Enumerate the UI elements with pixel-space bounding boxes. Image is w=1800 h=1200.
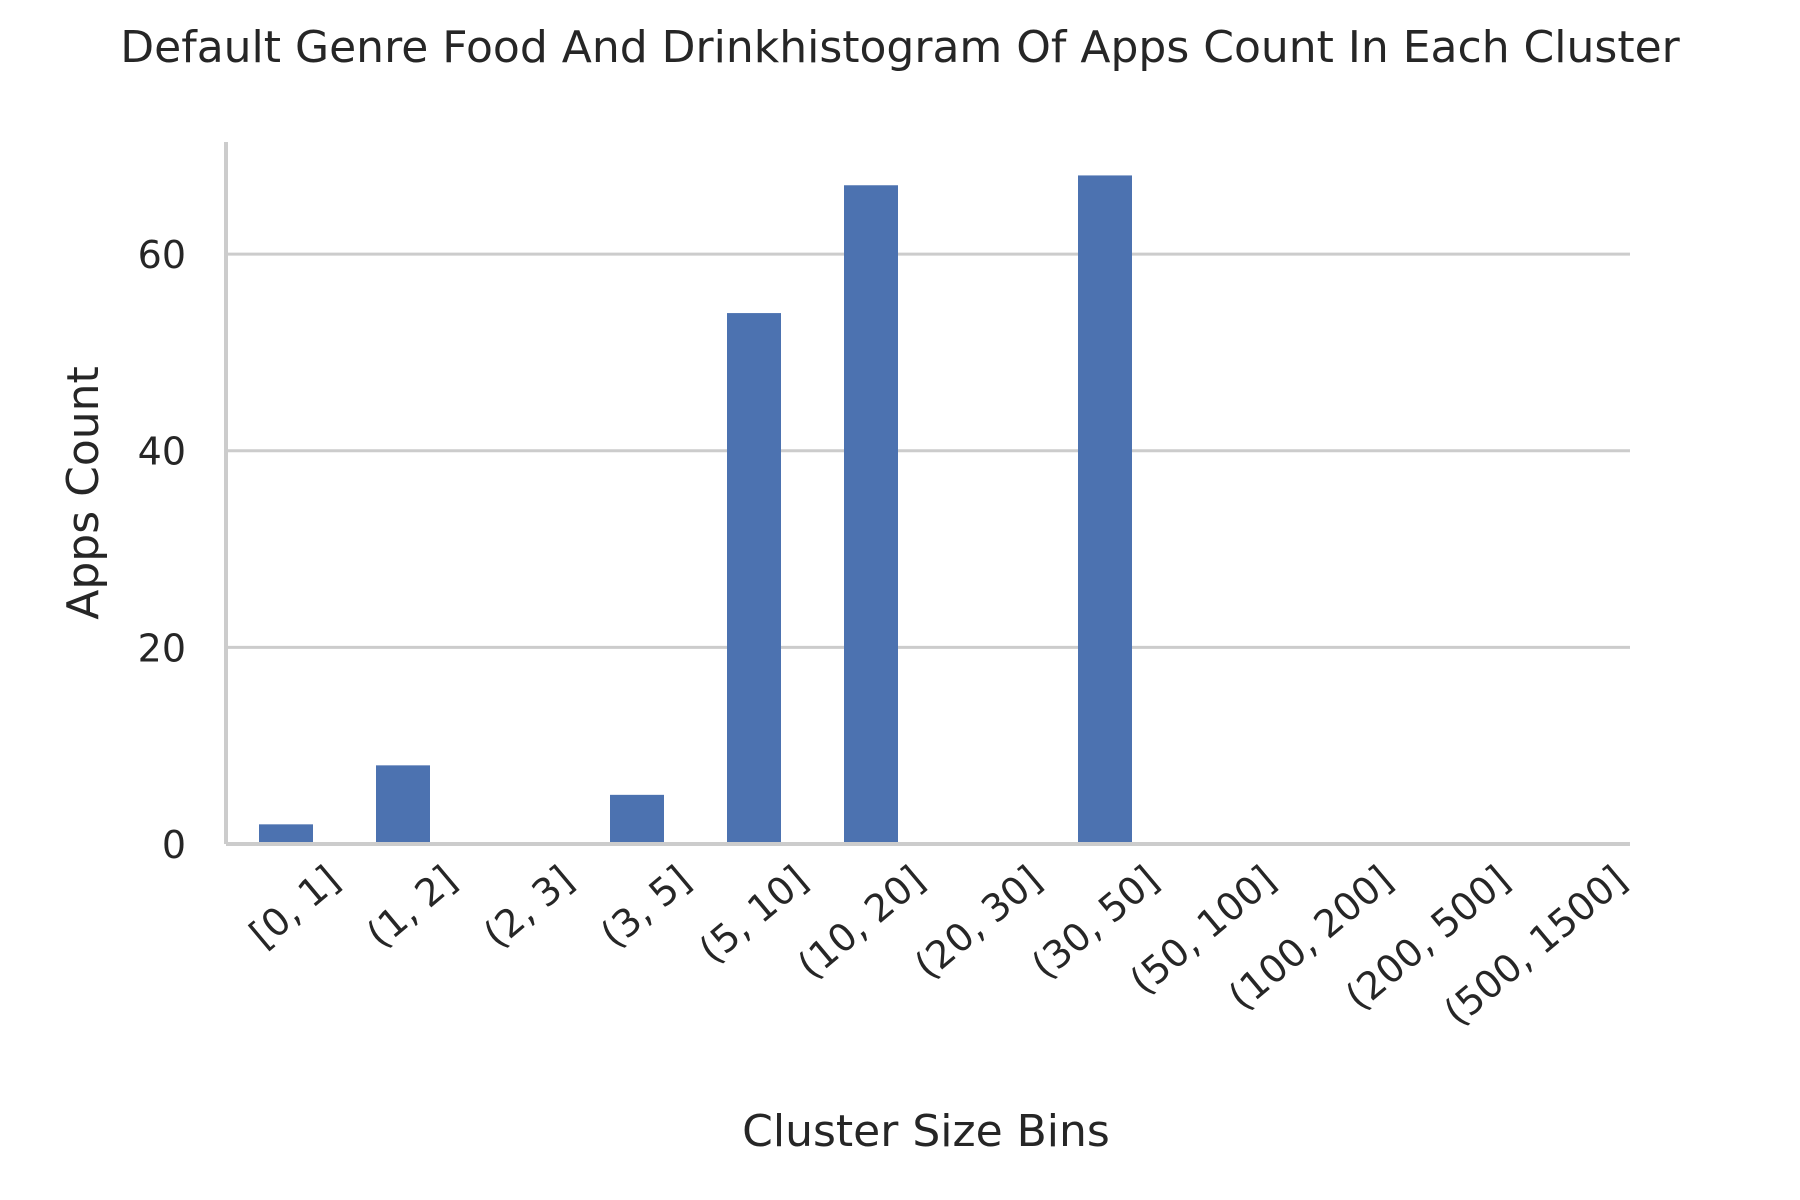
x-tick-label: (3, 5] [592,857,699,956]
x-tick-label: [0, 1] [241,857,348,956]
chart-title: Default Genre Food And Drinkhistogram Of… [120,22,1680,73]
x-tick-label: (1, 2] [358,857,465,956]
x-tick-label: (2, 3] [475,857,582,956]
bar [610,794,664,844]
x-axis-label: Cluster Size Bins [742,1106,1110,1157]
axes [224,142,1630,846]
bars [259,175,1132,844]
x-tick-labels: [0, 1] (1, 2] (2, 3] (3, 5](5, 10](10, 20](… [241,857,1635,1034]
gridlines [226,252,1630,649]
bar [844,185,898,844]
bar [259,824,313,844]
y-tick-label: 20 [138,626,186,670]
y-tick-label: 60 [138,233,186,277]
bar [376,765,430,844]
x-tick-label: (10, 20] [789,857,933,987]
bar [1078,175,1132,844]
y-axis-label: Apps Count [58,366,109,620]
y-tick-labels: 0 20 40 60 [138,233,186,867]
y-tick-label: 40 [138,430,186,474]
bar [727,313,781,844]
x-tick-label: (20, 30] [906,857,1050,987]
y-tick-label: 0 [162,823,186,867]
